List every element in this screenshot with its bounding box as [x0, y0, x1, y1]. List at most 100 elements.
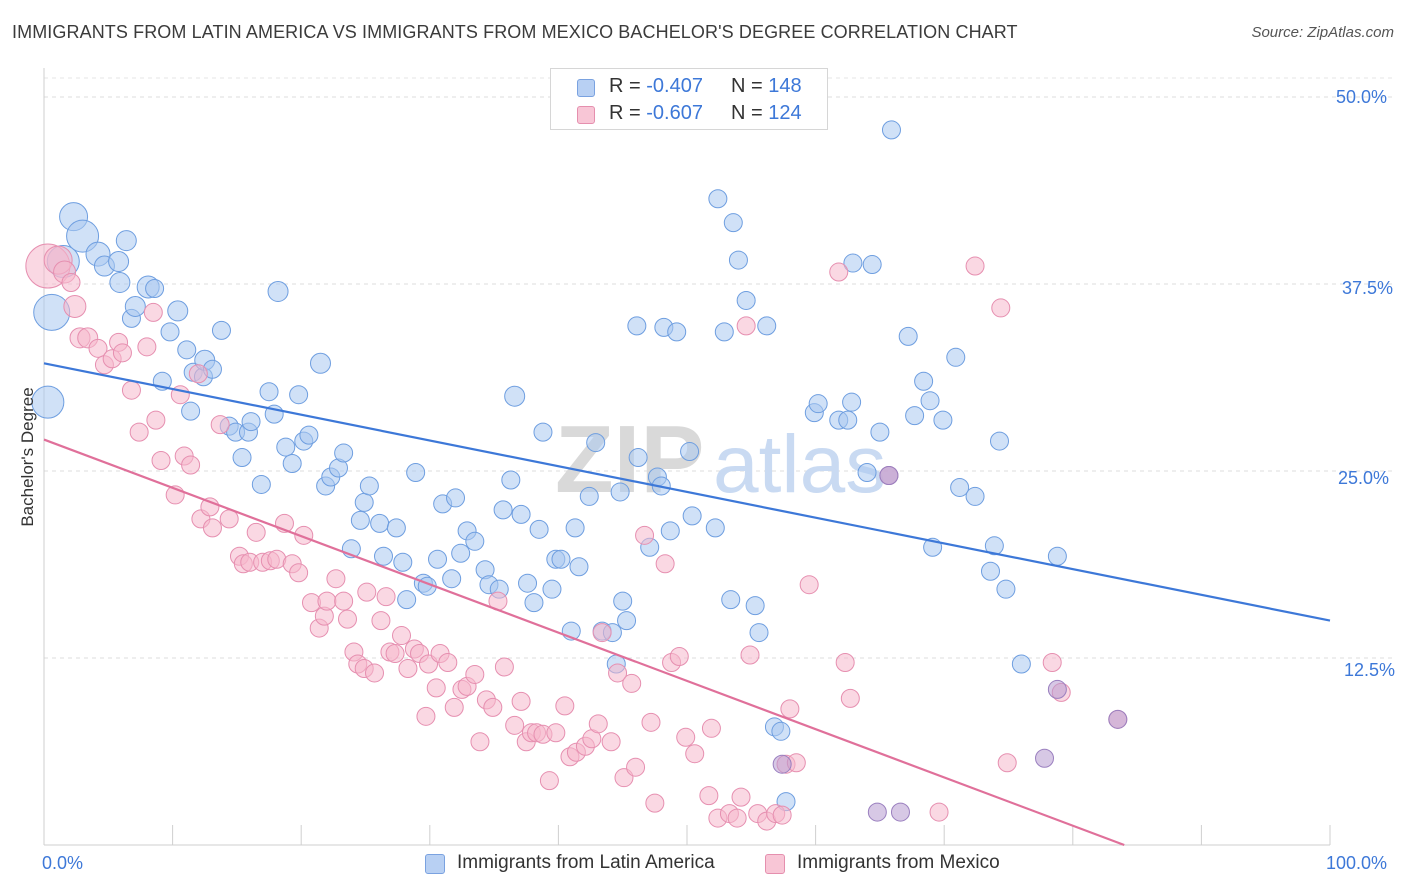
mexico-point-99 [676, 727, 696, 747]
latin-america-point-85 [613, 591, 633, 611]
mexico-point-17 [151, 451, 171, 471]
latin-america-point-93 [660, 521, 680, 541]
latin-america-point-57 [442, 569, 462, 589]
latin-america-point-55 [428, 549, 448, 569]
latin-america-point-114 [842, 392, 862, 412]
series-latin-america-points [31, 120, 1067, 812]
mexico-point-81 [555, 696, 575, 716]
legend-swatch-blue [425, 854, 445, 874]
latin-america-point-111 [808, 394, 828, 414]
mexico-point-56 [398, 658, 418, 678]
mexico-point-119 [840, 688, 860, 708]
watermark-atlas: atlas [713, 419, 886, 510]
latin-america-point-73 [542, 579, 562, 599]
latin-america-point-102 [728, 250, 748, 270]
mexico-point-31 [246, 522, 266, 542]
latin-america-point-51 [397, 590, 417, 610]
latin-america-point-115 [843, 253, 863, 273]
latin-america-point-79 [579, 486, 599, 506]
mexico-point-54 [385, 644, 405, 664]
latin-america-point-123 [914, 371, 934, 391]
mexico-point-125 [1042, 652, 1062, 672]
mexico-point-122 [965, 256, 985, 276]
n-label: N = [731, 75, 763, 97]
mexico-point-25 [202, 518, 222, 538]
r-label: R = [609, 75, 641, 97]
mexico-point-72 [494, 657, 514, 677]
latin-america-point-26 [232, 448, 252, 468]
mexico-point-91 [622, 673, 642, 693]
trend-line-mexico [43, 438, 1125, 847]
latin-america-point-77 [565, 518, 585, 538]
latin-america-point-32 [267, 280, 289, 302]
mexico-point-16 [146, 410, 166, 430]
mexico-point-49 [357, 582, 377, 602]
latin-america-point-0 [31, 385, 65, 419]
mexico-point-15 [143, 302, 163, 322]
mexico-point-79 [539, 771, 559, 791]
latin-america-point-120 [881, 120, 901, 140]
latin-america-point-99 [714, 322, 734, 342]
latin-america-point-52 [406, 462, 426, 482]
mexico-point-94 [641, 712, 661, 732]
latin-america-point-69 [518, 573, 538, 593]
latin-america-point-58 [446, 488, 466, 508]
mexico-point-64 [444, 697, 464, 717]
latin-america-point-97 [705, 518, 725, 538]
latin-america-point-68 [511, 504, 531, 524]
mexico-point-43 [326, 569, 346, 589]
series-mexico-points [25, 243, 1128, 831]
latin-america-point-80 [586, 433, 606, 453]
legend-label: Immigrants from Latin America [457, 852, 715, 873]
latin-america-point-104 [745, 596, 765, 616]
latin-america-point-86 [617, 611, 637, 631]
mexico-point-3 [61, 273, 81, 293]
latin-america-point-50 [393, 552, 413, 572]
legend-swatch-pink [765, 854, 785, 874]
latin-america-point-18 [181, 401, 201, 421]
latin-america-point-66 [501, 470, 521, 490]
latin-america-point-61 [465, 531, 485, 551]
latin-america-point-35 [289, 385, 309, 405]
overlap-point-0 [772, 754, 792, 774]
latin-america-point-1 [33, 293, 71, 331]
latin-america-point-108 [771, 721, 791, 741]
y-axis-label: Bachelor's Degree [18, 387, 37, 527]
latin-america-point-49 [386, 518, 406, 538]
mexico-point-51 [371, 611, 391, 631]
latin-america-point-15 [160, 322, 180, 342]
latin-america-point-33 [276, 437, 296, 457]
y-tick-label-12-5: 12.5% [1344, 660, 1396, 680]
mexico-point-80 [546, 723, 566, 743]
latin-america-point-87 [627, 316, 647, 336]
mexico-point-124 [997, 753, 1017, 773]
trend-lines [43, 362, 1331, 847]
mexico-point-88 [601, 732, 621, 752]
latin-america-point-34 [282, 454, 302, 474]
latin-america-point-45 [354, 492, 374, 512]
overlap-point-6 [1108, 709, 1128, 729]
mexico-point-7 [88, 338, 108, 358]
trend-line-latin-america [43, 362, 1331, 622]
latin-america-point-96 [682, 506, 702, 526]
mexico-point-100 [685, 744, 705, 764]
mexico-point-22 [188, 364, 208, 384]
latin-america-point-125 [920, 391, 940, 411]
chart-source: Source: ZipAtlas.com [1251, 24, 1394, 41]
r-label: R = [609, 102, 641, 124]
correlation-legend: R = -0.407 N = 148 R = -0.607 N = 124 [550, 68, 828, 130]
mexico-point-105 [727, 808, 747, 828]
latin-america-point-67 [504, 385, 526, 407]
overlap-point-2 [867, 802, 887, 822]
latin-america-point-103 [736, 290, 756, 310]
latin-america-point-23 [211, 320, 231, 340]
latin-america-point-46 [359, 476, 379, 496]
mexico-point-12 [121, 380, 141, 400]
latin-america-point-29 [251, 474, 271, 494]
mexico-point-112 [772, 805, 792, 825]
axes [43, 68, 1331, 846]
mexico-point-11 [112, 343, 132, 363]
mexico-point-14 [137, 337, 157, 357]
mexico-point-117 [829, 262, 849, 282]
